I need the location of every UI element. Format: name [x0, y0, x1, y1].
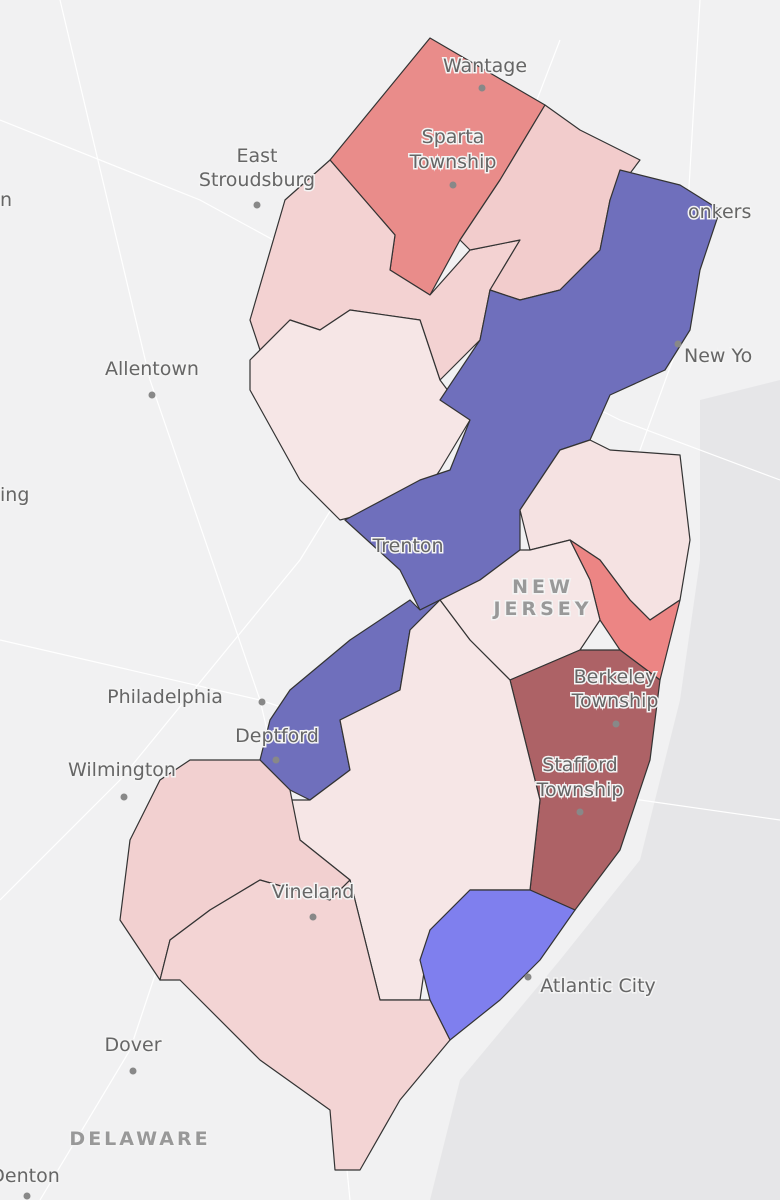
district [159, 879, 451, 1171]
place-label: Township [409, 151, 497, 173]
place-label: NEW [512, 576, 574, 598]
place-dot [478, 84, 486, 92]
place-dot [129, 1067, 137, 1075]
place-dot [253, 201, 261, 209]
place-dot [612, 720, 620, 728]
place-label: Berkeley [574, 666, 657, 688]
place-dot [23, 1192, 31, 1200]
place-label: onkers [688, 201, 751, 223]
place-label: Trenton [371, 535, 443, 557]
place-label: New Yo [684, 345, 752, 367]
place-dot [148, 391, 156, 399]
place-label: DELAWARE [69, 1128, 210, 1150]
place-dot [258, 698, 266, 706]
district [419, 889, 576, 1041]
place-label: Stafford [542, 754, 617, 776]
place-dot [576, 808, 584, 816]
place-dot [524, 973, 532, 981]
place-label: Denton [0, 1165, 60, 1187]
place-label: Dover [105, 1034, 162, 1056]
place-label: Deptford [235, 725, 319, 747]
place-label: Stroudsburg [199, 169, 315, 191]
place-label: n [0, 189, 12, 211]
place-label: Wantage [443, 55, 527, 77]
place-label: Atlantic City [540, 975, 656, 997]
place-label: Township [536, 779, 624, 801]
place-label: JERSEY [491, 598, 592, 620]
place-label: Wilmington [68, 759, 176, 781]
districts [119, 37, 721, 1171]
place-label: Sparta [422, 126, 485, 148]
place-dot [674, 340, 682, 348]
place-label: Township [571, 690, 659, 712]
ocean [430, 380, 780, 1200]
place-label: ing [0, 484, 29, 506]
place-dot [449, 181, 457, 189]
place-label: Allentown [105, 358, 199, 380]
place-label: Philadelphia [107, 686, 223, 708]
place-label: East [237, 145, 278, 167]
place-label: Vineland [272, 881, 355, 903]
place-dot [309, 913, 317, 921]
place-dot [272, 756, 280, 764]
place-dot [120, 793, 128, 801]
